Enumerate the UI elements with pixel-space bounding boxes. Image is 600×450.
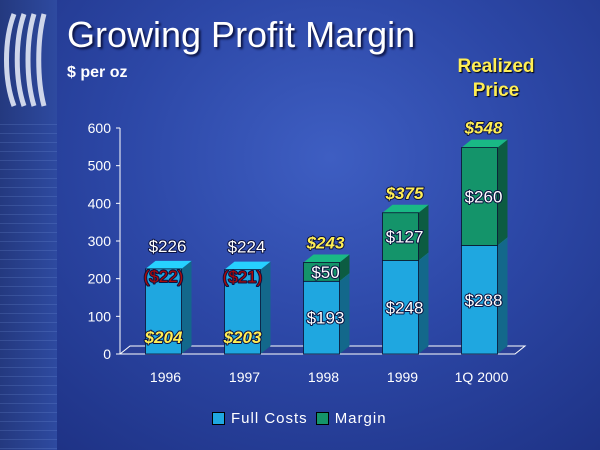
realized-price-header-line1: Realized [457,56,535,77]
label-margin-1: ($21) [223,268,263,287]
label-full-costs-0: $226 [149,237,187,256]
y-tick-label: 300 [88,233,112,249]
y-tick-label: 200 [88,271,112,287]
bar-margin-2-front [303,262,340,282]
y-tick-label: 0 [103,346,111,362]
legend: Full Costs Margin [212,410,387,427]
x-tick-label: 1Q 2000 [455,369,509,385]
bar-full-costs-1-side [260,261,271,354]
bar-margin-2-outline [303,262,340,282]
bar-full-costs-2-front [303,281,340,354]
bar-full-costs-3-side [418,252,429,354]
bar-margin-4-side [497,139,508,246]
label-margin-0: ($22) [144,267,184,286]
y-tick-label: 400 [88,195,112,211]
logo-mark [4,13,47,107]
bar-margin-3-front [382,212,419,261]
label-realized-price-3: $375 [385,184,424,203]
label-full-costs-2: $193 [307,309,345,328]
x-tick-label: 1997 [229,369,260,385]
bar-full-costs-0-outline [145,268,182,355]
bar-full-costs-2-side [339,273,350,354]
label-margin-4: $260 [465,188,503,207]
realized-price-header-line2: Price [472,80,520,101]
label-full-costs-3: $248 [386,298,424,317]
label-margin-3: $127 [386,228,424,247]
legend-swatch-margin [315,412,329,425]
label-realized-price-1: $203 [223,328,262,347]
legend-label-margin: Margin [334,410,387,427]
y-tick-label: 100 [88,308,112,324]
label-realized-price-2: $243 [306,233,345,252]
legend-label-full-costs: Full Costs [231,410,308,427]
bar-full-costs-0-front [145,268,182,354]
x-tick-label: 1996 [150,369,181,385]
bar-margin-3-side [418,204,429,261]
y-tick-label: 500 [88,158,112,174]
bar-full-costs-4-side [497,237,508,354]
bar-margin-2-side [339,254,350,282]
label-full-costs-1: $224 [228,238,266,257]
x-tick-label: 1998 [308,369,339,385]
bar-full-costs-1-top [224,261,271,270]
logo-strip [0,0,57,450]
label-realized-price-0: $204 [144,328,183,347]
label-realized-price-4: $548 [464,119,503,138]
bar-margin-3-top [382,204,429,213]
chart: 0 100 200 300 400 500 600 1996 1997 1998 1999 1Q 20… [88,117,525,385]
bar-margin-4-front [461,147,498,246]
bar-full-costs-0-top [145,260,192,269]
realized-price-header: Realized Price [436,55,556,103]
bar-margin-4-top [461,139,508,148]
label-margin-2: $50 [311,263,339,282]
label-full-costs-4: $288 [465,291,503,310]
slide-title: Growing Profit Margin [67,14,416,55]
bar-full-costs-1-front [224,269,261,354]
bar-full-costs-3-front [382,260,419,354]
bar-margin-3-outline [382,212,419,261]
x-tick-label: 1999 [387,369,418,385]
bar-margin-4-outline [461,147,498,246]
bar-margin-2-top [303,254,350,263]
unit-label: $ per oz [67,64,128,81]
y-tick-label: 600 [88,120,112,136]
bar-full-costs-0-side [181,260,192,354]
bar-full-costs-4-front [461,245,498,354]
bar-full-costs-1-outline [224,269,261,355]
legend-swatch-full-costs [212,412,225,425]
